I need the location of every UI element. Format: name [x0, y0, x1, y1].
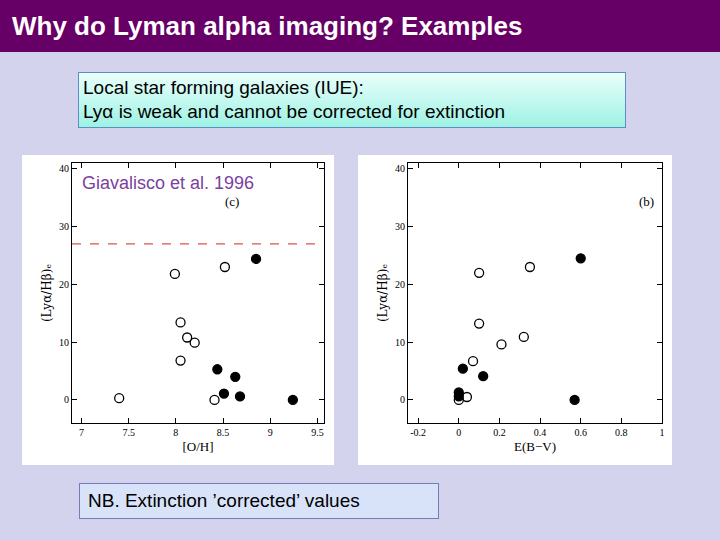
svg-text:(c): (c)	[225, 194, 239, 209]
svg-text:7: 7	[79, 427, 84, 438]
svg-text:10: 10	[395, 337, 405, 348]
html-text:Lyα is weak and cannot be corr: Lyα is weak and cannot be corrected for …	[83, 101, 506, 122]
svg-text:0.2: 0.2	[493, 427, 506, 438]
svg-text:0.6: 0.6	[574, 427, 587, 438]
svg-text:9.5: 9.5	[311, 427, 324, 438]
svg-text:9: 9	[268, 427, 273, 438]
svg-text:40: 40	[59, 163, 69, 174]
svg-text:8.5: 8.5	[217, 427, 230, 438]
svg-text:(Lyα/Hβ)ₑ: (Lyα/Hβ)ₑ	[40, 264, 54, 322]
svg-text:0: 0	[400, 394, 405, 405]
html-text:Why do Lyman alpha imaging? Ex: Why do Lyman alpha imaging? Examples	[12, 11, 523, 41]
svg-text:10: 10	[59, 337, 69, 348]
svg-text:20: 20	[395, 279, 405, 290]
svg-text:0: 0	[456, 427, 461, 438]
svg-text:0: 0	[64, 394, 69, 405]
svg-text:30: 30	[59, 221, 69, 232]
svg-text:30: 30	[395, 221, 405, 232]
svg-text:Giavalisco et al. 1996: Giavalisco et al. 1996	[82, 173, 254, 193]
svg-text:1: 1	[660, 427, 665, 438]
html-text:Local star forming galaxies (I: Local star forming galaxies (IUE):	[83, 77, 364, 98]
svg-text:20: 20	[59, 279, 69, 290]
svg-text:0.4: 0.4	[534, 427, 547, 438]
svg-text:40: 40	[395, 163, 405, 174]
svg-text:8: 8	[173, 427, 178, 438]
svg-text:(Lyα/Hβ)ₑ: (Lyα/Hβ)ₑ	[376, 264, 390, 322]
svg-text:7.5: 7.5	[122, 427, 135, 438]
svg-text:E(B−V): E(B−V)	[514, 439, 556, 454]
svg-text:[O/H]: [O/H]	[182, 439, 213, 454]
svg-text:-0.2: -0.2	[410, 427, 426, 438]
html-text:NB. Extinction ’corrected’ val: NB. Extinction ’corrected’ values	[88, 490, 360, 511]
svg-text:(b): (b)	[639, 194, 654, 209]
svg-text:0.8: 0.8	[615, 427, 628, 438]
